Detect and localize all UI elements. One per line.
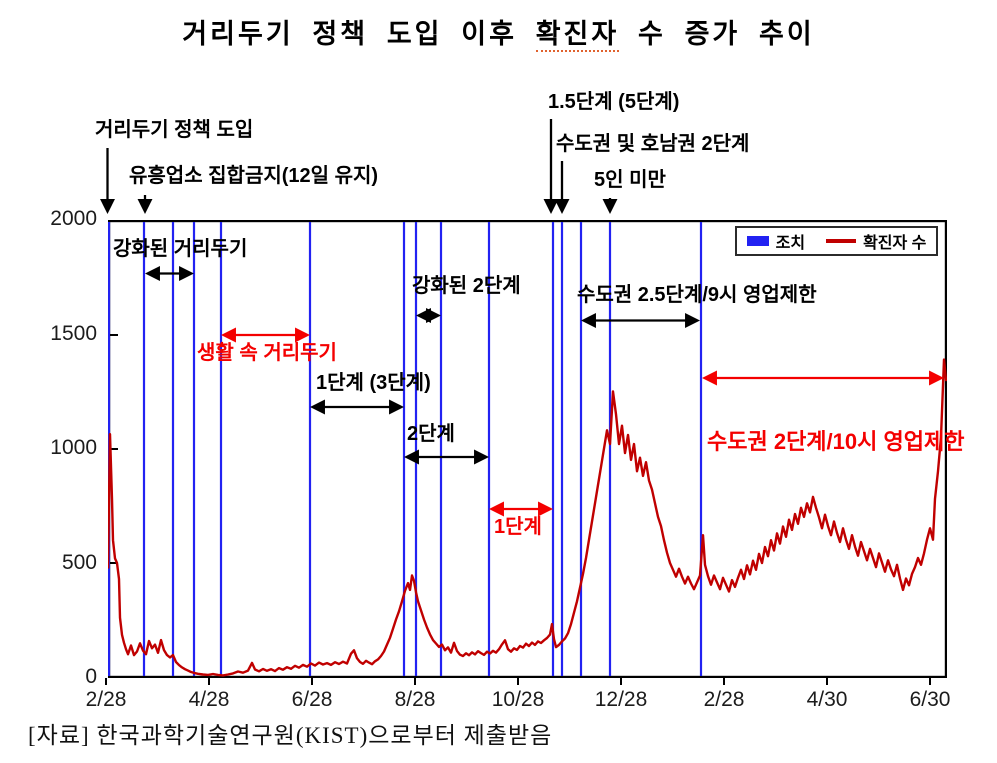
- annotation-stage1-of3: 1단계 (3단계): [316, 372, 431, 394]
- chart-title-suffix: 수 증가 추이: [619, 19, 815, 49]
- x-tick-mark: [826, 678, 828, 685]
- annotation-capital-2-10pm: 수도권 2단계/10시 영업제한: [707, 429, 965, 454]
- chart-title-prefix: 거리두기 정책 도입 이후: [182, 19, 536, 49]
- annotation-strengthened-distancing: 강화된 거리두기: [113, 238, 248, 260]
- x-axis-label: 2/28: [85, 688, 127, 711]
- annotation-club-ban: 유흥업소 집합금지(12일 유지): [129, 165, 379, 187]
- y-axis-label: 500: [61, 550, 97, 574]
- annotation-under5: 5인 미만: [594, 169, 666, 191]
- x-tick-mark: [311, 678, 313, 685]
- annotation-daily-life-distancing: 생활 속 거리두기: [197, 342, 337, 364]
- x-axis-label: 8/28: [394, 688, 436, 711]
- x-axis-label: 4/28: [188, 688, 230, 711]
- x-axis-label: 12/28: [594, 688, 648, 711]
- legend-cases-label: 확진자 수: [863, 235, 927, 252]
- chart-title-underlined-word: 확진자: [535, 19, 620, 52]
- x-axis-label: 4/30: [806, 688, 848, 711]
- x-tick-mark: [723, 678, 725, 685]
- y-axis-label: 1500: [50, 321, 97, 345]
- y-axis-label: 1000: [50, 436, 97, 459]
- legend-measure-label: 조치: [775, 235, 806, 252]
- annotation-capital-25-9pm: 수도권 2.5단계/9시 영업제한: [577, 284, 817, 306]
- legend-measure-swatch: [746, 236, 769, 246]
- source-note: [자료] 한국과학기술연구원(KIST)으로부터 제출받음: [28, 723, 553, 748]
- x-tick-mark: [208, 678, 210, 685]
- x-tick-mark: [105, 678, 107, 685]
- x-axis-label: 6/28: [291, 688, 333, 711]
- legend: 조치 확진자 수: [735, 226, 938, 256]
- x-tick-mark: [517, 678, 519, 685]
- x-tick-mark: [414, 678, 416, 685]
- y-axis-label: 2000: [50, 207, 97, 230]
- legend-cases-swatch: [826, 239, 857, 243]
- x-tick-mark: [929, 678, 931, 685]
- y-axis-label: 0: [85, 665, 97, 688]
- annotation-strengthened-stage2: 강화된 2단계: [412, 275, 521, 297]
- chart-title: 거리두기 정책 도입 이후 확진자 수 증가 추이: [0, 12, 997, 52]
- annotation-capital-honam-stage2: 수도권 및 호남권 2단계: [556, 133, 750, 155]
- annotation-stage2: 2단계: [407, 423, 455, 445]
- x-axis-label: 6/30: [909, 688, 951, 711]
- x-axis-label: 2/28: [703, 688, 745, 711]
- annotation-stage15-of5: 1.5단계 (5단계): [548, 91, 680, 113]
- x-tick-mark: [620, 678, 622, 685]
- annotation-policy-intro: 거리두기 정책 도입: [95, 119, 254, 141]
- x-axis-label: 10/28: [491, 688, 545, 711]
- annotation-stage1: 1단계: [494, 516, 542, 538]
